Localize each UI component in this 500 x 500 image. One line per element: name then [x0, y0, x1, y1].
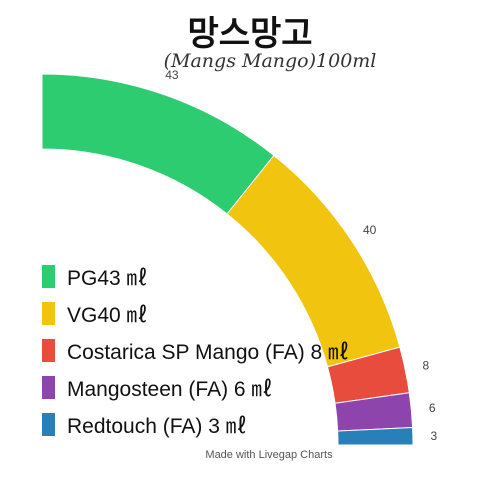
data-label-redtouch: 3 [431, 429, 438, 443]
data-label-costarica: 8 [423, 359, 430, 373]
legend-item-redtouch[interactable]: Redtouch (FA) 3 ㎖ [42, 406, 349, 443]
pie-slice-pg[interactable] [41, 73, 275, 215]
legend-item-pg[interactable]: PG43 ㎖ [42, 258, 349, 295]
legend-label-mangosteen: Mangosteen (FA) 6 ㎖ [67, 377, 273, 401]
legend-label-pg: PG43 ㎖ [67, 266, 148, 290]
legend-item-mangosteen[interactable]: Mangosteen (FA) 6 ㎖ [42, 369, 349, 406]
chart-subtitle: (Mangs Mango)100ml [163, 50, 377, 72]
legend-swatch-costarica [42, 339, 55, 362]
legend-label-redtouch: Redtouch (FA) 3 ㎖ [67, 414, 247, 438]
credit-text: Made with Livegap Charts [205, 449, 333, 461]
data-label-mangosteen: 6 [429, 401, 436, 415]
pie-slice-redtouch[interactable] [337, 427, 414, 446]
legend-item-costarica[interactable]: Costarica SP Mango (FA) 8 ㎖ [42, 332, 349, 369]
data-label-vg: 40 [363, 223, 377, 237]
legend-swatch-vg [42, 302, 55, 325]
legend-item-vg[interactable]: VG40 ㎖ [42, 295, 349, 332]
legend: PG43 ㎖ VG40 ㎖ Costarica SP Mango (FA) 8 … [42, 258, 349, 443]
legend-label-vg: VG40 ㎖ [67, 303, 148, 327]
legend-swatch-mangosteen [42, 376, 55, 399]
chart-title: 망스망고 [187, 14, 313, 54]
data-label-pg: 43 [165, 68, 179, 82]
legend-swatch-pg [42, 265, 55, 288]
legend-label-costarica: Costarica SP Mango (FA) 8 ㎖ [67, 340, 350, 364]
legend-swatch-redtouch [42, 413, 55, 436]
